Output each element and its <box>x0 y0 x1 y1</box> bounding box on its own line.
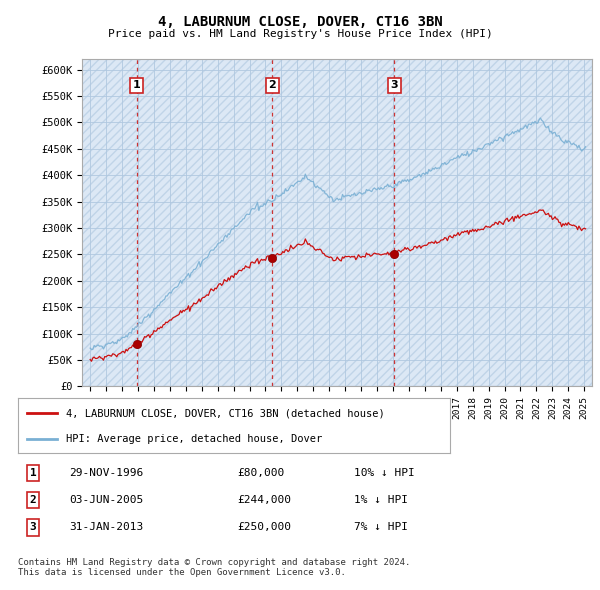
Text: 2: 2 <box>29 496 37 505</box>
Text: £244,000: £244,000 <box>237 496 291 505</box>
Text: 3: 3 <box>391 80 398 90</box>
Text: 03-JUN-2005: 03-JUN-2005 <box>69 496 143 505</box>
Text: 1: 1 <box>133 80 140 90</box>
Text: Price paid vs. HM Land Registry's House Price Index (HPI): Price paid vs. HM Land Registry's House … <box>107 30 493 39</box>
Text: 10% ↓ HPI: 10% ↓ HPI <box>354 468 415 478</box>
Text: 2: 2 <box>268 80 276 90</box>
Text: 4, LABURNUM CLOSE, DOVER, CT16 3BN: 4, LABURNUM CLOSE, DOVER, CT16 3BN <box>158 15 442 30</box>
Text: 7% ↓ HPI: 7% ↓ HPI <box>354 523 408 532</box>
Text: 4, LABURNUM CLOSE, DOVER, CT16 3BN (detached house): 4, LABURNUM CLOSE, DOVER, CT16 3BN (deta… <box>65 408 384 418</box>
Text: £250,000: £250,000 <box>237 523 291 532</box>
Text: 31-JAN-2013: 31-JAN-2013 <box>69 523 143 532</box>
Text: 29-NOV-1996: 29-NOV-1996 <box>69 468 143 478</box>
Text: £80,000: £80,000 <box>237 468 284 478</box>
Text: 1: 1 <box>29 468 37 478</box>
Text: Contains HM Land Registry data © Crown copyright and database right 2024.
This d: Contains HM Land Registry data © Crown c… <box>18 558 410 577</box>
Text: HPI: Average price, detached house, Dover: HPI: Average price, detached house, Dove… <box>65 434 322 444</box>
Text: 3: 3 <box>29 523 37 532</box>
Text: 1% ↓ HPI: 1% ↓ HPI <box>354 496 408 505</box>
